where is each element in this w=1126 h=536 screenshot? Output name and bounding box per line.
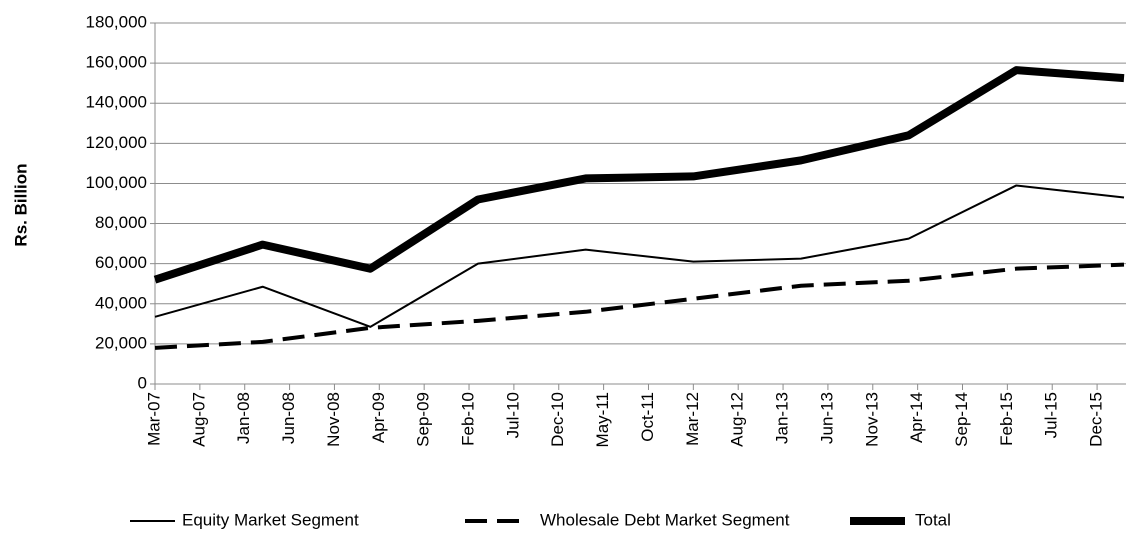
x-tick-label: Nov-08 <box>324 392 343 447</box>
x-tick-label: Oct-11 <box>638 392 657 442</box>
x-tick-label: Nov-13 <box>862 392 881 447</box>
x-tick-label: Sep-14 <box>952 392 971 447</box>
y-tick-label: 0 <box>138 373 147 392</box>
legend-label: Total <box>915 510 951 529</box>
x-tick-label: Dec-10 <box>548 392 567 447</box>
x-tick-label: Jun-13 <box>817 392 836 444</box>
x-tick-label: Sep-09 <box>414 392 433 447</box>
legend-label: Equity Market Segment <box>182 510 359 529</box>
x-tick-label: Apr-09 <box>369 392 388 443</box>
y-tick-label: 100,000 <box>86 173 147 192</box>
x-tick-label: Jan-13 <box>773 392 792 444</box>
legend-label: Wholesale Debt Market Segment <box>540 510 790 529</box>
y-axis-label: Rs. Billion <box>11 163 30 246</box>
y-tick-label: 40,000 <box>95 293 147 312</box>
series-line <box>154 184 1125 328</box>
x-tick-label: Jun-08 <box>279 392 298 444</box>
y-tick-label: 20,000 <box>95 333 147 352</box>
x-tick-label: Jul-10 <box>503 392 522 438</box>
x-tick-label: Jul-15 <box>1042 392 1061 438</box>
y-tick-label: 60,000 <box>95 253 147 272</box>
x-tick-label: Mar-12 <box>683 392 702 446</box>
x-tick-label: Dec-15 <box>1087 392 1106 447</box>
x-tick-label: Feb-15 <box>997 392 1016 446</box>
y-tick-label: 80,000 <box>95 213 147 232</box>
y-tick-label: 160,000 <box>86 53 147 72</box>
x-tick-label: Jan-08 <box>234 392 253 444</box>
series-line <box>154 262 1125 350</box>
x-tick-label: Feb-10 <box>459 392 478 446</box>
x-tick-label: Aug-12 <box>728 392 747 447</box>
y-tick-label: 140,000 <box>86 93 147 112</box>
y-tick-label: 180,000 <box>86 12 147 31</box>
x-tick-label: Aug-07 <box>189 392 208 447</box>
series-line <box>153 66 1125 284</box>
x-tick-label: Apr-14 <box>907 392 926 443</box>
x-tick-label: Mar-07 <box>144 392 163 446</box>
x-tick-label: May-11 <box>593 392 612 447</box>
y-tick-label: 120,000 <box>86 133 147 152</box>
